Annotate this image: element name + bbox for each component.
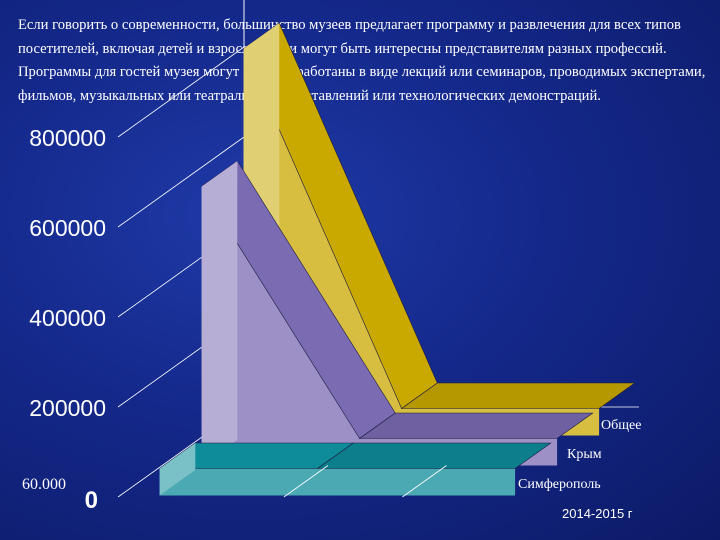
series-front-face	[159, 468, 516, 496]
gridline-800000	[117, 46, 245, 138]
y-tick-label: 400000	[29, 305, 106, 331]
series-label: Крым	[567, 447, 602, 462]
y-tick-label: 600000	[29, 215, 106, 241]
gridline-600000	[117, 136, 245, 228]
series-cap	[159, 443, 196, 496]
y-axis-labels: 0 200000 400000 600000 800000 60.000	[22, 125, 106, 514]
series-2	[201, 160, 594, 466]
y-tick-label: 200000	[29, 395, 106, 421]
series-top-face	[400, 382, 636, 409]
series-front-face	[201, 186, 558, 466]
y-tick-label: 800000	[29, 125, 106, 151]
series-label: Общее	[601, 418, 641, 433]
floor-gridline	[283, 465, 329, 498]
floor-grid	[283, 465, 447, 498]
x-period-label: 2014-2015 г	[562, 506, 633, 521]
series-top-face	[358, 412, 594, 439]
series-top-face	[316, 442, 552, 469]
series-layer	[158, 22, 636, 496]
series-label: Симферополь	[518, 477, 601, 492]
floor-gridline	[402, 465, 447, 498]
series-1	[158, 442, 552, 496]
series-cap	[201, 161, 238, 466]
y-tick-label: 0	[85, 487, 98, 514]
annotation-value: 60.000	[22, 476, 66, 493]
overlay-labels: Симферополь Крым Общее 2014-2015 г	[518, 418, 641, 521]
